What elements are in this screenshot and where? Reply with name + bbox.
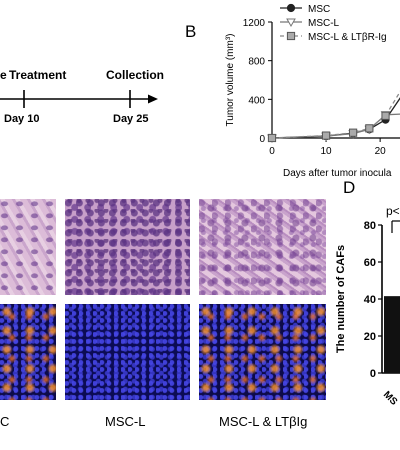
x-tick-label: 10	[321, 146, 333, 157]
data-point	[348, 128, 358, 137]
panel-d-letter: D	[343, 178, 356, 197]
data-point	[267, 133, 277, 143]
he-image-msc	[0, 199, 56, 295]
timeline-start-fragment: e	[0, 68, 7, 82]
y-tick-label: 60	[364, 257, 376, 269]
category-label: MS	[381, 389, 400, 408]
data-point	[381, 111, 390, 120]
legend-label: MSC-L & LTβR-Ig	[308, 32, 387, 43]
if-image-msc	[0, 304, 56, 400]
y-tick-label: 40	[364, 294, 376, 306]
y-tick-label: 1200	[243, 18, 266, 29]
caption-msc-l: MSC-L	[105, 414, 146, 429]
series-line-0	[271, 97, 400, 139]
caf-count-chart: 0 20 40 60 80 The number of CAFs MS p<	[335, 204, 400, 408]
legend-marker	[286, 31, 296, 41]
caption-msc-l-ltbr: MSC-L & LTβIg	[219, 414, 308, 429]
legend-label: MSC	[308, 4, 330, 15]
legend-marker	[286, 18, 296, 28]
y-tick-label: 20	[364, 331, 376, 343]
tumor-volume-chart: 040080012000102030Days after tumor inocu…	[225, 3, 400, 179]
caption-msc: C	[0, 414, 10, 429]
legend-label: MSC-L	[308, 18, 340, 29]
y-axis-label: The number of CAFs	[335, 245, 347, 353]
he-image-msc-l	[65, 199, 190, 295]
y-tick-label: 800	[248, 57, 265, 68]
y-tick-label: 400	[248, 95, 265, 106]
collection-day: Day 25	[113, 113, 149, 125]
timeline-arrow	[0, 90, 158, 108]
y-tick-label: 0	[259, 134, 265, 145]
series-line-2	[271, 90, 400, 139]
panel-b-letter: B	[185, 22, 197, 41]
collection-label: Collection	[106, 68, 165, 82]
treatment-label: Treatment	[9, 68, 67, 82]
data-point	[365, 124, 374, 133]
x-axis-label: Days after tumor inocula	[283, 168, 392, 179]
x-tick-label: 20	[375, 146, 387, 157]
x-tick-label: 0	[269, 146, 275, 157]
bar-0	[384, 297, 400, 373]
y-axis-label: Tumor volume (mm³)	[225, 34, 236, 127]
data-point	[321, 131, 331, 140]
treatment-day: Day 10	[4, 113, 40, 125]
if-image-msc-l	[65, 304, 190, 400]
legend-marker	[286, 3, 296, 13]
y-tick-label: 0	[370, 368, 376, 380]
p-value-label: p<	[386, 204, 400, 218]
y-tick-label: 80	[364, 220, 376, 232]
he-image-msc-l-ltbr	[199, 199, 326, 295]
if-image-msc-l-ltbr	[199, 304, 326, 400]
